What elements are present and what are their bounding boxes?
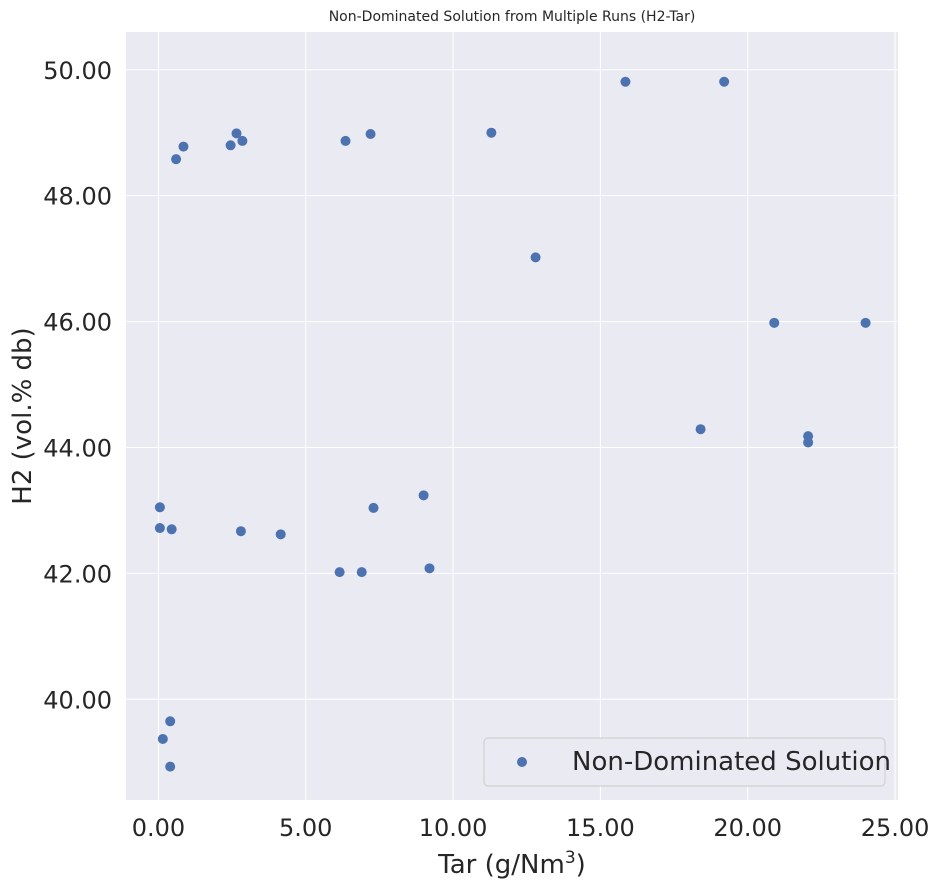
- data-point: [356, 567, 367, 578]
- data-point: [340, 135, 351, 146]
- data-point: [368, 502, 379, 513]
- plot-area: [126, 32, 898, 800]
- data-point: [154, 523, 165, 534]
- data-point: [178, 141, 189, 152]
- data-point: [165, 716, 176, 727]
- data-point: [334, 567, 345, 578]
- chart-title: Non-Dominated Solution from Multiple Run…: [329, 9, 696, 25]
- y-axis-label: H2 (vol.% db): [8, 327, 38, 504]
- data-point: [860, 317, 871, 328]
- y-tick-label: 50.00: [43, 57, 112, 85]
- data-point: [486, 127, 497, 138]
- data-point: [231, 128, 242, 139]
- data-point: [769, 317, 780, 328]
- y-tick-label: 42.00: [43, 560, 112, 588]
- y-tick-label: 46.00: [43, 309, 112, 337]
- x-tick-label: 25.00: [861, 814, 930, 842]
- data-point: [165, 761, 176, 772]
- data-points: [154, 76, 871, 772]
- legend: Non-Dominated Solution: [483, 737, 891, 787]
- data-point: [424, 563, 435, 574]
- data-point: [237, 135, 248, 146]
- x-axis-ticks: 0.00 5.00 10.00 15.00 20.00 25.00: [132, 814, 930, 842]
- x-tick-label: 0.00: [132, 814, 185, 842]
- data-point: [275, 529, 286, 540]
- data-point: [365, 128, 376, 139]
- y-tick-label: 48.00: [43, 183, 112, 211]
- data-point: [418, 490, 429, 501]
- x-tick-label: 10.00: [419, 814, 488, 842]
- data-point: [530, 252, 541, 263]
- legend-label: Non-Dominated Solution: [572, 747, 891, 777]
- y-tick-label: 44.00: [43, 434, 112, 462]
- data-point: [154, 502, 165, 513]
- data-point: [235, 526, 246, 537]
- x-axis-label: Tar (g/Nm3): [437, 848, 586, 880]
- data-point: [166, 524, 177, 535]
- data-point: [225, 140, 236, 151]
- data-point: [171, 154, 182, 165]
- legend-box: [483, 737, 886, 787]
- data-point: [620, 76, 631, 87]
- data-point: [719, 76, 730, 87]
- x-tick-label: 20.00: [713, 814, 782, 842]
- x-tick-label: 5.00: [279, 814, 332, 842]
- y-tick-label: 40.00: [43, 686, 112, 714]
- data-point: [157, 733, 168, 744]
- data-point: [803, 437, 814, 448]
- data-point: [695, 424, 706, 435]
- y-axis-ticks: 40.00 42.00 44.00 46.00 48.00 50.00: [43, 57, 112, 715]
- gridlines: [126, 32, 898, 800]
- x-tick-label: 15.00: [566, 814, 635, 842]
- legend-marker: [517, 757, 527, 767]
